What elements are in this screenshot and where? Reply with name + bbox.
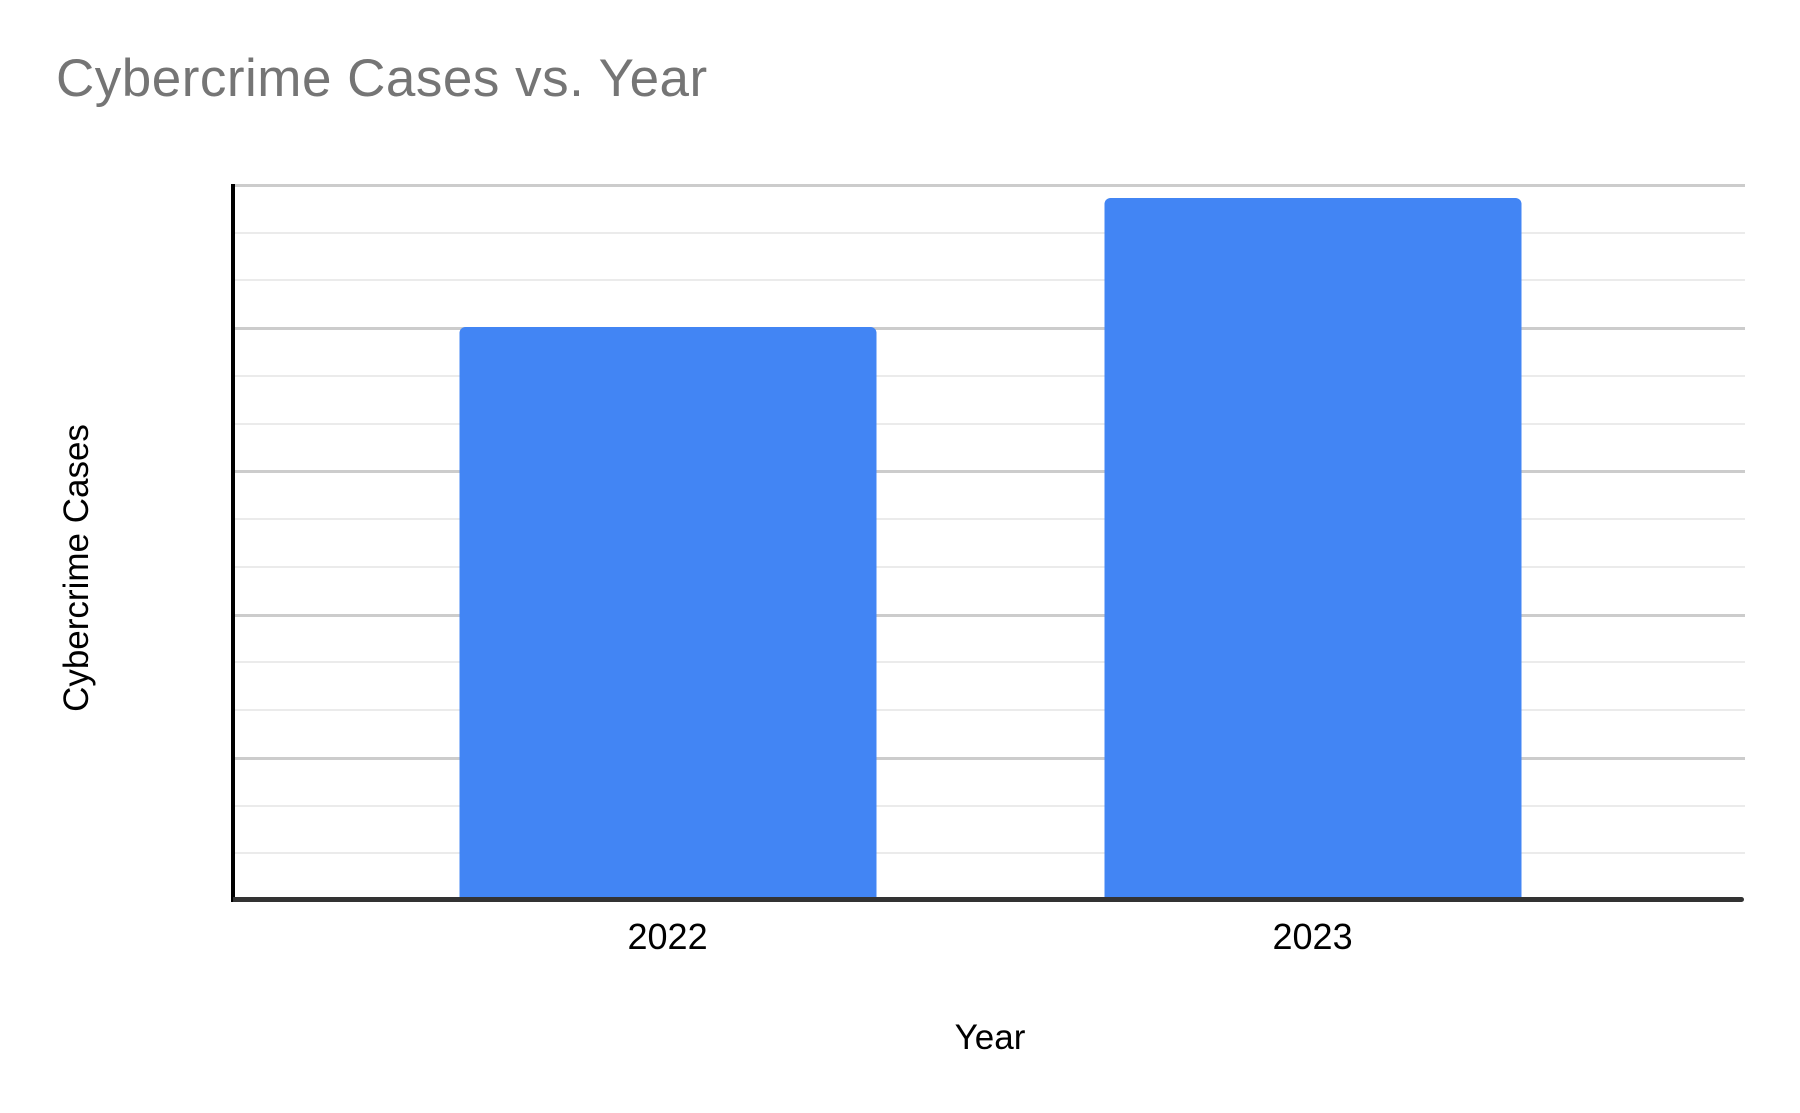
bar-2023[interactable] xyxy=(1104,198,1522,900)
x-tick-labels: 2022 2023 xyxy=(233,916,1745,960)
plot-area xyxy=(231,184,1745,902)
bar-2022[interactable] xyxy=(459,327,877,900)
x-axis-line xyxy=(233,897,1744,902)
x-tick-label-2022: 2022 xyxy=(627,916,708,957)
x-tick-label-2023: 2023 xyxy=(1272,916,1353,957)
y-axis-title: Cybercrime Cases xyxy=(57,424,96,712)
y-axis-line xyxy=(231,184,235,902)
chart-title: Cybercrime Cases vs. Year xyxy=(56,49,708,108)
major-gridline xyxy=(233,184,1745,187)
x-axis-title: Year xyxy=(954,1018,1026,1057)
